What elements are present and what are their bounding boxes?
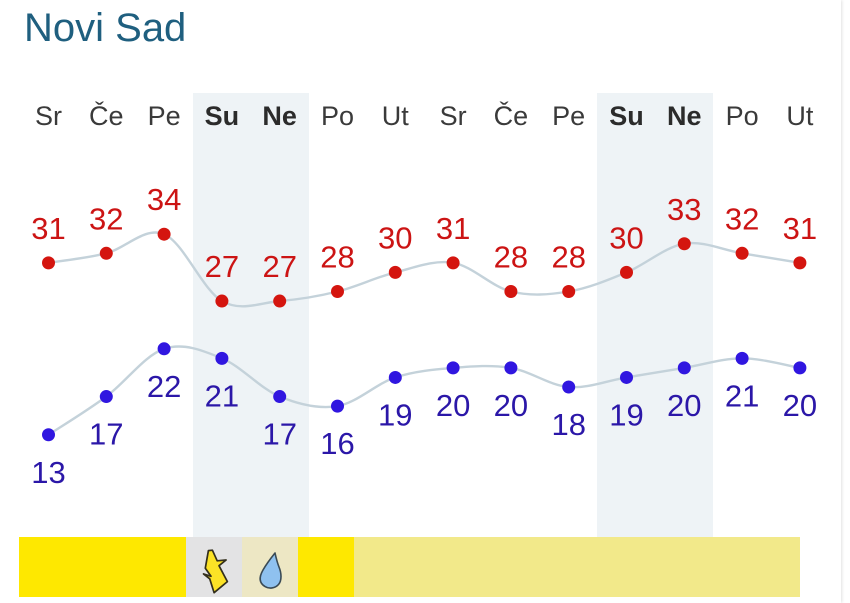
svg-text:13: 13 xyxy=(31,455,65,490)
svg-text:22: 22 xyxy=(147,369,181,404)
svg-text:32: 32 xyxy=(89,201,123,236)
svg-text:28: 28 xyxy=(494,240,528,275)
svg-text:20: 20 xyxy=(667,388,701,423)
svg-text:17: 17 xyxy=(89,417,123,452)
svg-text:27: 27 xyxy=(262,249,296,284)
svg-text:28: 28 xyxy=(551,240,585,275)
svg-text:20: 20 xyxy=(783,388,817,423)
svg-text:32: 32 xyxy=(725,201,759,236)
svg-text:18: 18 xyxy=(551,407,585,442)
svg-text:31: 31 xyxy=(31,211,65,246)
svg-text:34: 34 xyxy=(147,182,181,217)
svg-text:31: 31 xyxy=(436,211,470,246)
svg-text:33: 33 xyxy=(667,192,701,227)
svg-text:21: 21 xyxy=(725,378,759,413)
svg-text:21: 21 xyxy=(205,378,239,413)
svg-text:16: 16 xyxy=(320,426,354,461)
svg-text:20: 20 xyxy=(494,388,528,423)
svg-text:31: 31 xyxy=(783,211,817,246)
svg-text:20: 20 xyxy=(436,388,470,423)
svg-text:30: 30 xyxy=(378,220,412,255)
svg-text:17: 17 xyxy=(262,417,296,452)
svg-text:30: 30 xyxy=(609,220,643,255)
svg-text:28: 28 xyxy=(320,240,354,275)
svg-text:19: 19 xyxy=(378,397,412,432)
svg-text:27: 27 xyxy=(205,249,239,284)
svg-text:19: 19 xyxy=(609,397,643,432)
